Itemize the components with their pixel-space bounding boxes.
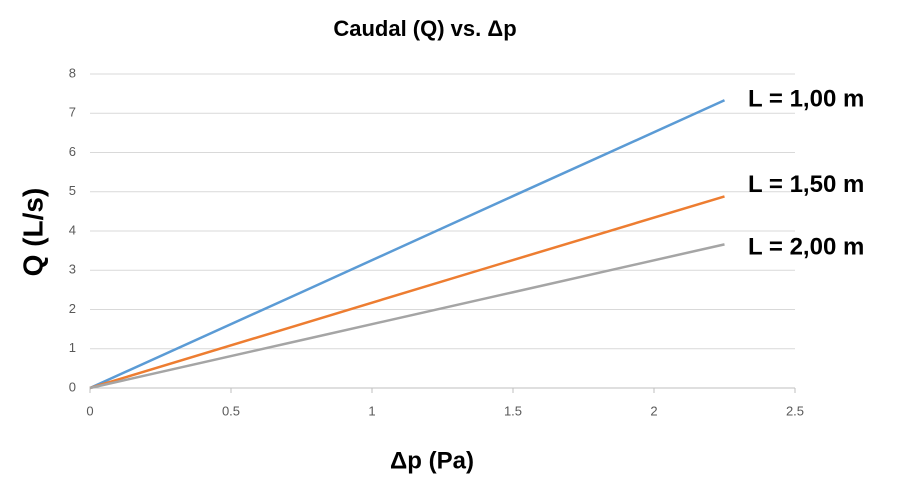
series-line — [89, 195, 725, 390]
x-tick-label: 2.5 — [786, 403, 804, 418]
y-axis-label: Q (L/s) — [17, 188, 48, 277]
x-tick-label: 2 — [650, 403, 657, 418]
y-tick-label: 8 — [69, 65, 76, 80]
y-tick-label: 7 — [69, 105, 76, 120]
y-tick-label: 3 — [69, 262, 76, 277]
series-label: L = 2,00 m — [748, 234, 864, 261]
x-tick-label: 1.5 — [504, 403, 522, 418]
x-axis-label: Δp (Pa) — [390, 447, 474, 474]
x-tick-label: 1 — [368, 403, 375, 418]
series-label: L = 1,00 m — [748, 86, 864, 113]
x-tick-label: 0 — [86, 403, 93, 418]
chart-title: Caudal (Q) vs. Δp — [333, 16, 516, 41]
series-line — [89, 243, 725, 390]
y-tick-label: 5 — [69, 183, 76, 198]
y-tick-label: 1 — [69, 340, 76, 355]
x-tick-label: 0.5 — [222, 403, 240, 418]
y-tick-label: 4 — [69, 222, 76, 237]
y-tick-label: 0 — [69, 379, 76, 394]
series-label: L = 1,50 m — [748, 171, 864, 198]
y-tick-label: 2 — [69, 301, 76, 316]
y-tick-label: 6 — [69, 144, 76, 159]
series-line — [89, 99, 726, 390]
